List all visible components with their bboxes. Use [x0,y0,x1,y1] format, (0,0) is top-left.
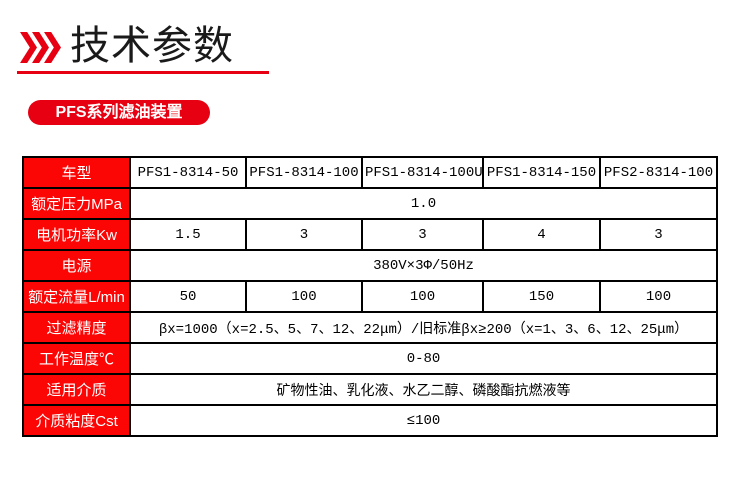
row-label: 额定压力MPa [22,187,131,220]
series-badge: PFS系列滤油装置 [28,100,210,125]
spec-row: 工作温度℃ 0-80 [22,342,718,375]
spec-cell: 150 [482,280,601,313]
spec-row: 车型 PFS1-8314-50 PFS1-8314-100 PFS1-8314-100… [22,156,718,189]
spec-row: 电源 380V×3Φ/50Hz [22,249,718,282]
row-label: 电机功率Kw [22,218,131,251]
spec-cell: PFS1-8314-150 [482,156,601,189]
spec-cell: PFS1-8314-100 [245,156,363,189]
spec-cell: PFS1-8314-100U [361,156,484,189]
spec-cell-merged: 矿物性油、乳化液、水乙二醇、磷酸酯抗燃液等 [129,373,718,406]
spec-cell: 3 [599,218,718,251]
spec-row: 适用介质 矿物性油、乳化液、水乙二醇、磷酸酯抗燃液等 [22,373,718,406]
row-label: 额定流量L/min [22,280,131,313]
spec-cell: PFS2-8314-100 [599,156,718,189]
spec-cell-merged: βx=1000（x=2.5、5、7、12、22μm）/旧标准βx≥200（x=1… [129,311,718,344]
spec-cell: 100 [599,280,718,313]
spec-cell: 100 [361,280,484,313]
spec-cell: 50 [129,280,247,313]
spec-row: 电机功率Kw 1.5 3 3 4 3 [22,218,718,251]
row-label: 过滤精度 [22,311,131,344]
spec-row: 过滤精度 βx=1000（x=2.5、5、7、12、22μm）/旧标准βx≥200… [22,311,718,344]
page-title: 技术参数 [70,24,234,68]
title-underline [17,71,269,74]
spec-cell-merged: 1.0 [129,187,718,220]
spec-row: 额定压力MPa 1.0 [22,187,718,220]
spec-cell-merged: 380V×3Φ/50Hz [129,249,718,282]
chevron-right-icon [20,32,37,63]
spec-row: 额定流量L/min 50 100 100 150 100 [22,280,718,313]
spec-cell-merged: ≤100 [129,404,718,437]
spec-cell: 3 [245,218,363,251]
row-label: 适用介质 [22,373,131,406]
spec-cell: 4 [482,218,601,251]
spec-cell: 100 [245,280,363,313]
row-label: 介质粘度Cst [22,404,131,437]
spec-cell-merged: 0-80 [129,342,718,375]
spec-table: 车型 PFS1-8314-50 PFS1-8314-100 PFS1-8314-100… [22,156,718,437]
row-label: 车型 [22,156,131,189]
spec-cell: PFS1-8314-50 [129,156,247,189]
triple-right-chevrons-icon [20,32,61,63]
spec-cell: 3 [361,218,484,251]
spec-row: 介质粘度Cst ≤100 [22,404,718,437]
row-label: 工作温度℃ [22,342,131,375]
spec-cell: 1.5 [129,218,247,251]
row-label: 电源 [22,249,131,282]
